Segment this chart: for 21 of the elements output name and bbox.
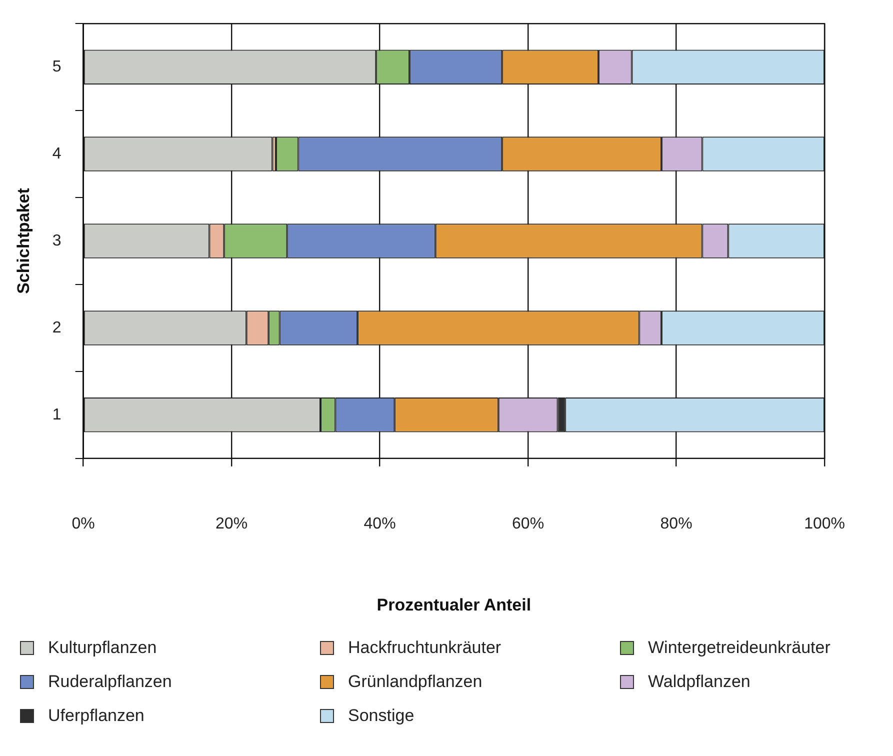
x-tick-label: 60% <box>512 515 544 532</box>
x-tick-label: 20% <box>216 515 248 532</box>
x-axis-title: Prozentualer Anteil <box>376 595 532 614</box>
y-tick-label: 1 <box>52 406 62 424</box>
legend-label: Ruderalpflanzen <box>48 672 172 692</box>
y-tick-label: 2 <box>52 319 62 336</box>
legend-label: Waldpflanzen <box>648 672 750 692</box>
x-tick-label: 40% <box>364 515 396 532</box>
y-axis-title: Schichtpaket <box>14 188 33 294</box>
legend-label: Kulturpflanzen <box>48 638 157 658</box>
x-tick-label: 80% <box>660 515 692 532</box>
legend-label: Grünlandpflanzen <box>348 672 482 692</box>
legend-label: Hackfruchtunkräuter <box>348 638 502 658</box>
y-tick-label: 3 <box>52 232 62 250</box>
legend-label: Uferpflanzen <box>48 706 144 726</box>
x-tick-label: 100% <box>804 515 845 532</box>
x-tick-label: 0% <box>72 515 95 532</box>
legend-label: Wintergetreideunkräuter <box>648 638 830 658</box>
legend-label: Sonstige <box>348 706 414 726</box>
y-tick-label: 4 <box>52 145 62 162</box>
y-tick-label: 5 <box>52 58 62 76</box>
